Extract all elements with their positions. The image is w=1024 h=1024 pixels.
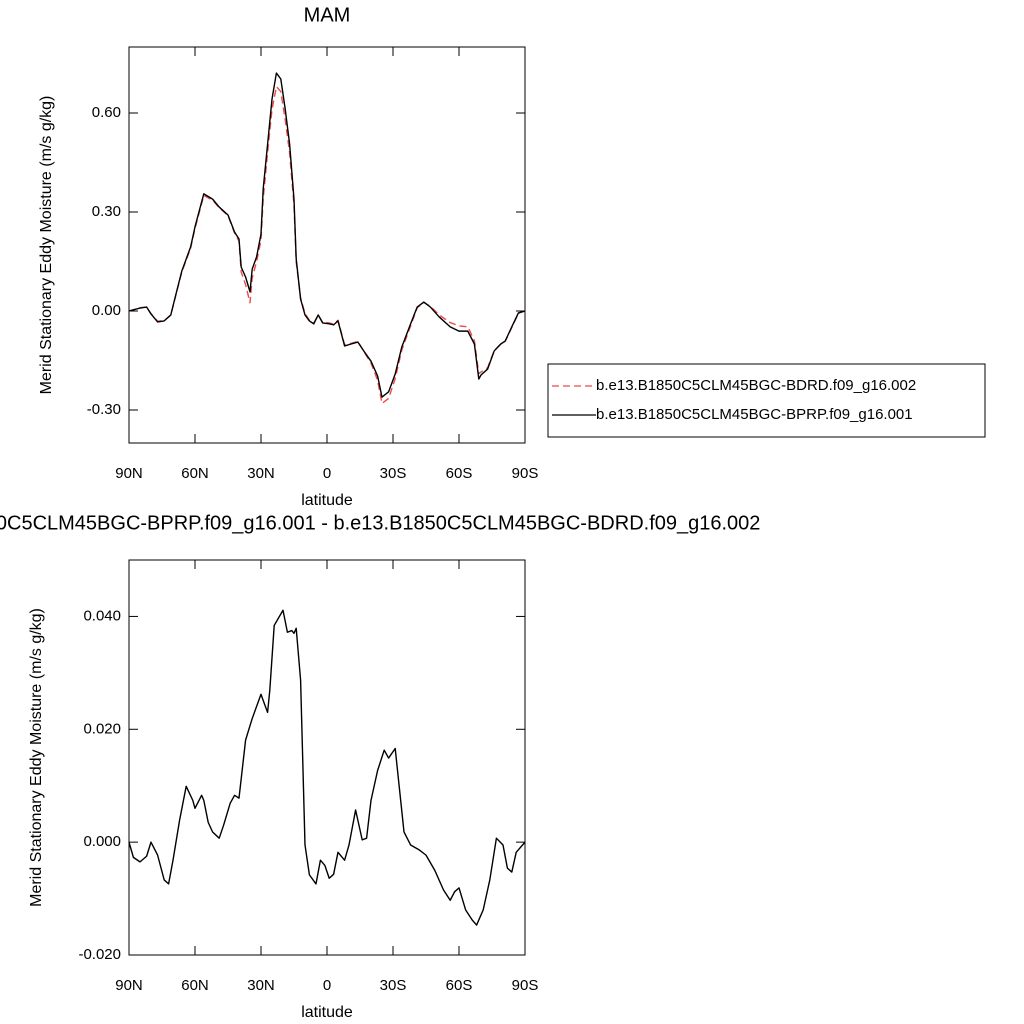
data-line: [128, 72, 526, 398]
y-tick-label: -0.020: [78, 946, 121, 963]
y-axis-label: Merid Stationary Eddy Moisture (m/s g/kg…: [28, 608, 45, 907]
plot-frame: [128, 46, 526, 444]
legend-label: b.e13.B1850C5CLM45BGC-BPRP.f09_g16.001: [596, 406, 913, 423]
x-tick-label: 30N: [247, 977, 275, 994]
x-tick-label: 30S: [380, 465, 407, 482]
plot-frame: [128, 559, 526, 956]
y-axis-label: Merid Stationary Eddy Moisture (m/s g/kg…: [38, 96, 55, 395]
x-tick-label: 90N: [115, 465, 143, 482]
x-tick-label: 90S: [512, 977, 539, 994]
x-axis-label: latitude: [301, 492, 353, 509]
x-tick-label: 60S: [446, 465, 473, 482]
x-tick-label: 60S: [446, 977, 473, 994]
y-tick-label: -0.30: [87, 401, 121, 418]
x-tick-label: 30S: [380, 977, 407, 994]
y-tick-label: 0.60: [92, 104, 121, 121]
chart-title: b.e13.B1850C5CLM45BGC-BPRP.f09_g16.001 -…: [0, 512, 760, 534]
chart-title: MAM: [304, 4, 351, 26]
y-tick-label: 0.020: [83, 720, 121, 737]
legend-label: b.e13.B1850C5CLM45BGC-BDRD.f09_g16.002: [596, 377, 916, 394]
x-tick-label: 30N: [247, 465, 275, 482]
y-tick-label: 0.00: [92, 302, 121, 319]
x-tick-label: 0: [323, 465, 331, 482]
x-tick-label: 90N: [115, 977, 143, 994]
data-line: [128, 85, 526, 405]
x-tick-label: 0: [323, 977, 331, 994]
x-axis-label: latitude: [301, 1004, 353, 1021]
legend-box: [547, 363, 986, 438]
y-tick-label: 0.000: [83, 833, 121, 850]
data-line: [128, 609, 526, 926]
x-tick-label: 60N: [181, 465, 209, 482]
y-tick-label: 0.30: [92, 203, 121, 220]
x-tick-label: 90S: [512, 465, 539, 482]
y-tick-label: 0.040: [83, 607, 121, 624]
x-tick-label: 60N: [181, 977, 209, 994]
